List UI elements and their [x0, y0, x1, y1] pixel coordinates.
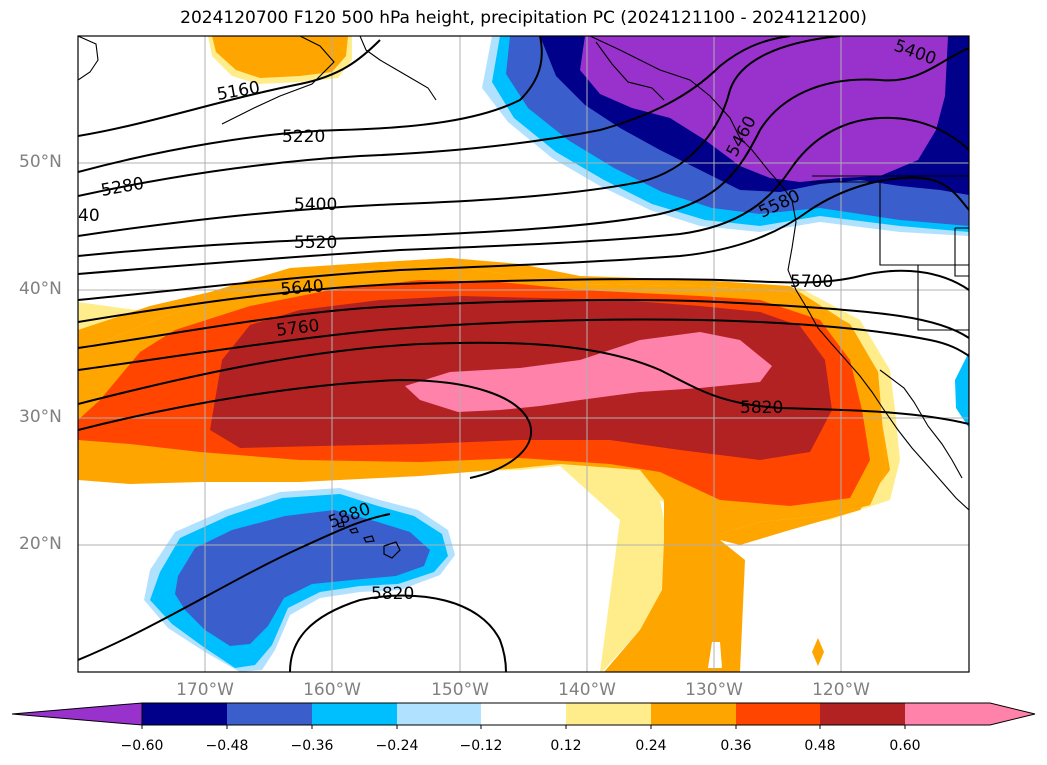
colorbar-tick-label: −0.60: [120, 738, 164, 754]
lon-label-150w: 150°W: [431, 680, 489, 700]
colorbar-tick-marks: [141, 725, 906, 729]
colorbar-tick-label: 0.12: [550, 738, 582, 754]
contour-label-5220: 5220: [282, 127, 325, 147]
lon-label-130w: 130°W: [685, 680, 743, 700]
coastlines: [78, 36, 969, 511]
colorbar-tick-label: −0.36: [290, 738, 334, 754]
hawaii-islands: [337, 521, 401, 559]
lat-label-20n: 20°N: [19, 534, 62, 554]
colorbar-tick-label: −0.12: [459, 738, 503, 754]
colorbar-tick-label: 0.48: [804, 738, 836, 754]
colorbar-outline: [141, 702, 1036, 726]
colorbar-tick-label: 0.24: [635, 738, 667, 754]
positive-precip-anomaly-alaska: [208, 36, 352, 84]
colorbar: [11, 702, 1036, 729]
colorbar-segment: [481, 703, 566, 725]
colorbar-segment: [736, 703, 820, 725]
colorbar-tick-label: 0.60: [889, 738, 921, 754]
height-contours: [78, 36, 969, 672]
contour-label-5520: 5520: [294, 233, 337, 253]
map-frame: [77, 35, 970, 673]
colorbar-tick-label: −0.48: [205, 738, 249, 754]
negative-precip-anomaly-hawaii: [144, 488, 455, 672]
contour-label-5700: 5700: [790, 272, 833, 292]
small-positive-patch: [812, 638, 824, 666]
contour-label-5820-south: 5820: [371, 584, 414, 604]
colorbar-segment: [397, 703, 481, 725]
small-negative-patch-east: [955, 352, 969, 428]
contour-label-5820-east: 5820: [740, 398, 783, 418]
colorbar-segment: [820, 703, 905, 725]
lon-label-140w: 140°W: [558, 680, 616, 700]
contour-label-40: 40: [78, 206, 100, 226]
colorbar-tick-label: 0.36: [720, 738, 752, 754]
negative-precip-anomaly-north: [482, 36, 969, 236]
colorbar-tick-label: −0.24: [375, 738, 419, 754]
colorbar-segment: [566, 703, 651, 725]
colorbar-segment: [312, 703, 397, 725]
contour-label-5400: 5400: [294, 195, 337, 215]
lat-label-30n: 30°N: [19, 407, 62, 427]
lon-label-120w: 120°W: [812, 680, 870, 700]
map-title: 2024120700 F120 500 hPa height, precipit…: [180, 8, 867, 28]
map-plot-area: 5160 5220 5280 40 5400 5520 5640 5760 58…: [78, 36, 969, 672]
lon-label-160w: 160°W: [303, 680, 361, 700]
contour-label-5640: 5640: [280, 276, 325, 300]
lat-label-40n: 40°N: [19, 279, 62, 299]
colorbar-segment: [142, 703, 227, 725]
lon-label-170w: 170°W: [176, 680, 234, 700]
graticule: [78, 36, 969, 672]
small-neutral-patch: [708, 642, 722, 668]
colorbar-segment: [651, 703, 736, 725]
lat-label-50n: 50°N: [19, 152, 62, 172]
colorbar-extend-low: [11, 702, 143, 726]
colorbar-segment: [227, 703, 312, 725]
colorbar-extend-high: [905, 703, 1035, 725]
